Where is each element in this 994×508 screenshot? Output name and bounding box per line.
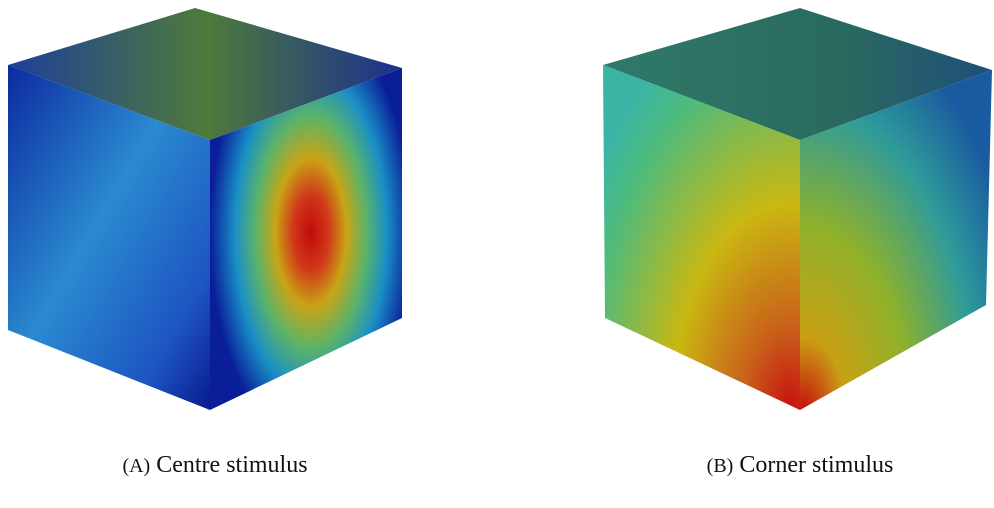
cube-b <box>603 8 992 410</box>
figure-images <box>8 8 992 410</box>
caption-a: (A) Centre stimulus <box>122 452 307 479</box>
caption-text: Corner stimulus <box>739 452 894 478</box>
cube-a <box>8 8 402 410</box>
caption-label: (B) <box>706 455 734 477</box>
caption-label: (A) <box>122 455 151 477</box>
caption-b: (B) Corner stimulus <box>707 452 894 479</box>
caption-text: Centre stimulus <box>156 452 308 478</box>
